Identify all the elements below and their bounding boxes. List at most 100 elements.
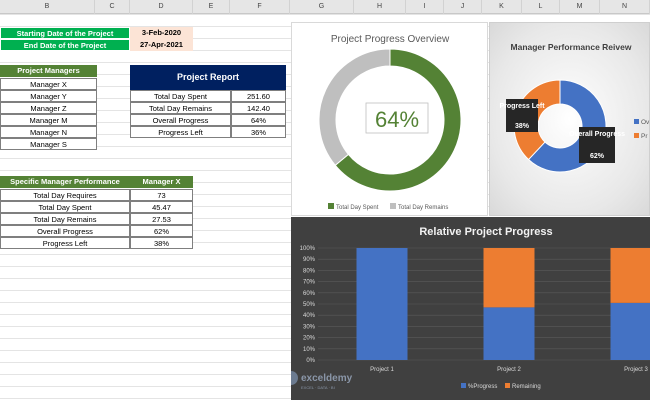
performance-label[interactable]: Total Day Spent: [0, 201, 130, 213]
bar-remaining-2[interactable]: [483, 248, 535, 308]
relative-progress-title: Relative Project Progress: [419, 226, 552, 238]
column-header-n[interactable]: N: [600, 0, 650, 14]
legend-label-day-spent: Total Day Spent: [336, 205, 379, 211]
performance-value[interactable]: 27.53: [130, 213, 193, 225]
callout-overall-progress-label: Overall Progress: [569, 131, 625, 138]
legend-swatch-day-remains: [390, 203, 396, 209]
x-axis-categories: Project 1 Project 2 Project 3: [370, 367, 648, 373]
y-axis-ticks: 0% 10% 20% 30% 40% 50% 60% 70% 80% 90% 100%: [300, 246, 316, 364]
x-category-label: Project 1: [370, 367, 394, 373]
selected-manager-cell[interactable]: Manager X: [130, 176, 193, 188]
center-percentage-label: 64%: [375, 107, 419, 132]
column-header-i[interactable]: I: [406, 0, 444, 14]
legend-label-progress: %Progress: [468, 384, 497, 390]
performance-label[interactable]: Progress Left: [0, 237, 130, 249]
column-header-j[interactable]: J: [444, 0, 482, 14]
report-value[interactable]: 64%: [231, 114, 286, 126]
y-tick-label: 60%: [303, 291, 316, 297]
y-tick-label: 100%: [300, 246, 316, 252]
start-date-label[interactable]: Starting Date of the Project: [0, 27, 130, 39]
callout-overall-progress-value: 62%: [590, 153, 605, 160]
column-header-b[interactable]: B: [0, 0, 95, 14]
manager-performance-chart[interactable]: Manager Performance Reivew Progress Left…: [489, 22, 650, 216]
report-label[interactable]: Total Day Spent: [130, 90, 231, 102]
relative-progress-svg: Relative Project Progress 0% 10% 20% 30% 40%…: [284, 226, 650, 390]
performance-label[interactable]: Total Day Remains: [0, 213, 130, 225]
bar-progress-1[interactable]: [356, 248, 408, 360]
report-label[interactable]: Total Day Remains: [130, 102, 231, 114]
bar-progress-2[interactable]: [483, 307, 535, 360]
start-date-value[interactable]: 3-Feb-2020: [130, 27, 193, 39]
report-label[interactable]: Progress Left: [130, 126, 231, 138]
manager-cell[interactable]: Manager S: [0, 138, 97, 150]
manager-performance-title: Manager Performance Reivew: [511, 42, 632, 52]
exceldemy-watermark: exceldemy EXCEL · DATA · BI: [284, 371, 353, 390]
column-header-l[interactable]: L: [522, 0, 560, 14]
column-header-e[interactable]: E: [193, 0, 230, 14]
manager-cell[interactable]: Manager Z: [0, 102, 97, 114]
y-tick-label: 50%: [303, 302, 316, 308]
manager-cell[interactable]: Manager Y: [0, 90, 97, 102]
project-progress-slice-0[interactable]: [334, 48, 462, 192]
legend-swatch-remaining: [505, 383, 510, 388]
x-category-label: Project 3: [624, 367, 648, 373]
legend-label-day-remains: Total Day Remains: [398, 205, 448, 211]
column-header-m[interactable]: M: [560, 0, 600, 14]
performance-label[interactable]: Total Day Requires: [0, 189, 130, 201]
manager-cell[interactable]: Manager X: [0, 78, 97, 90]
manager-cell[interactable]: Manager N: [0, 126, 97, 138]
legend-swatch-overall: [634, 119, 639, 124]
performance-value[interactable]: 38%: [130, 237, 193, 249]
project-progress-title: Project Progress Overview: [331, 34, 450, 45]
y-tick-label: 40%: [303, 313, 316, 319]
project-progress-donut: [318, 48, 462, 192]
callout-progress-left-value: 38%: [515, 123, 530, 130]
column-header-c[interactable]: C: [95, 0, 130, 14]
watermark-tagline: EXCEL · DATA · BI: [301, 385, 335, 390]
managers-header[interactable]: Project Managers: [0, 65, 97, 77]
legend-label-overall: Ov: [641, 119, 650, 126]
watermark-brand: exceldemy: [301, 373, 353, 384]
performance-value[interactable]: 62%: [130, 225, 193, 237]
performance-value[interactable]: 73: [130, 189, 193, 201]
bar-remaining-3[interactable]: [610, 248, 650, 303]
project-progress-svg: Project Progress Overview 64% Total Day …: [318, 34, 462, 211]
legend-swatch-progress-left: [634, 133, 639, 138]
manager-performance-svg: Manager Performance Reivew Progress Left…: [499, 42, 650, 173]
legend-label-progress-left: Pr: [641, 133, 648, 140]
y-tick-label: 10%: [303, 347, 316, 353]
exceldemy-logo-icon: [284, 371, 298, 385]
legend-swatch-progress: [461, 383, 466, 388]
end-date-value[interactable]: 27-Apr-2021: [130, 39, 193, 51]
project-progress-chart[interactable]: Project Progress Overview 64% Total Day …: [291, 22, 488, 216]
relative-progress-chart[interactable]: Relative Project Progress 0% 10% 20% 30% 40%…: [284, 217, 650, 400]
manager-cell[interactable]: Manager M: [0, 114, 97, 126]
column-header-f[interactable]: F: [230, 0, 290, 14]
bar-progress-3[interactable]: [610, 302, 650, 360]
center-label-box: [365, 102, 429, 134]
y-tick-label: 20%: [303, 336, 316, 342]
column-header-d[interactable]: D: [130, 0, 193, 14]
column-header-k[interactable]: K: [482, 0, 522, 14]
project-progress-slice-1[interactable]: [318, 48, 391, 166]
end-date-label[interactable]: End Date of the Project: [0, 39, 130, 51]
report-value[interactable]: 36%: [231, 126, 286, 138]
callout-progress-left: [506, 99, 538, 132]
legend-label-remaining: Remaining: [512, 384, 541, 390]
report-value[interactable]: 142.40: [231, 102, 286, 114]
performance-label[interactable]: Overall Progress: [0, 225, 130, 237]
column-header-g[interactable]: G: [290, 0, 354, 14]
column-header-bar: B C D E F G H I J K L M N: [0, 0, 650, 14]
y-tick-label: 70%: [303, 280, 316, 286]
manager-performance-header[interactable]: Specific Manager Performance: [0, 176, 130, 188]
report-value[interactable]: 251.60: [231, 90, 286, 102]
project-report-title[interactable]: Project Report: [130, 65, 286, 90]
callout-progress-left-label: Progress Left: [499, 103, 545, 110]
performance-value[interactable]: 45.47: [130, 201, 193, 213]
report-label[interactable]: Overall Progress: [130, 114, 231, 126]
y-tick-label: 0%: [306, 358, 315, 364]
y-tick-label: 90%: [303, 257, 316, 263]
y-tick-label: 30%: [303, 324, 316, 330]
legend-swatch-day-spent: [328, 203, 334, 209]
column-header-h[interactable]: H: [354, 0, 406, 14]
